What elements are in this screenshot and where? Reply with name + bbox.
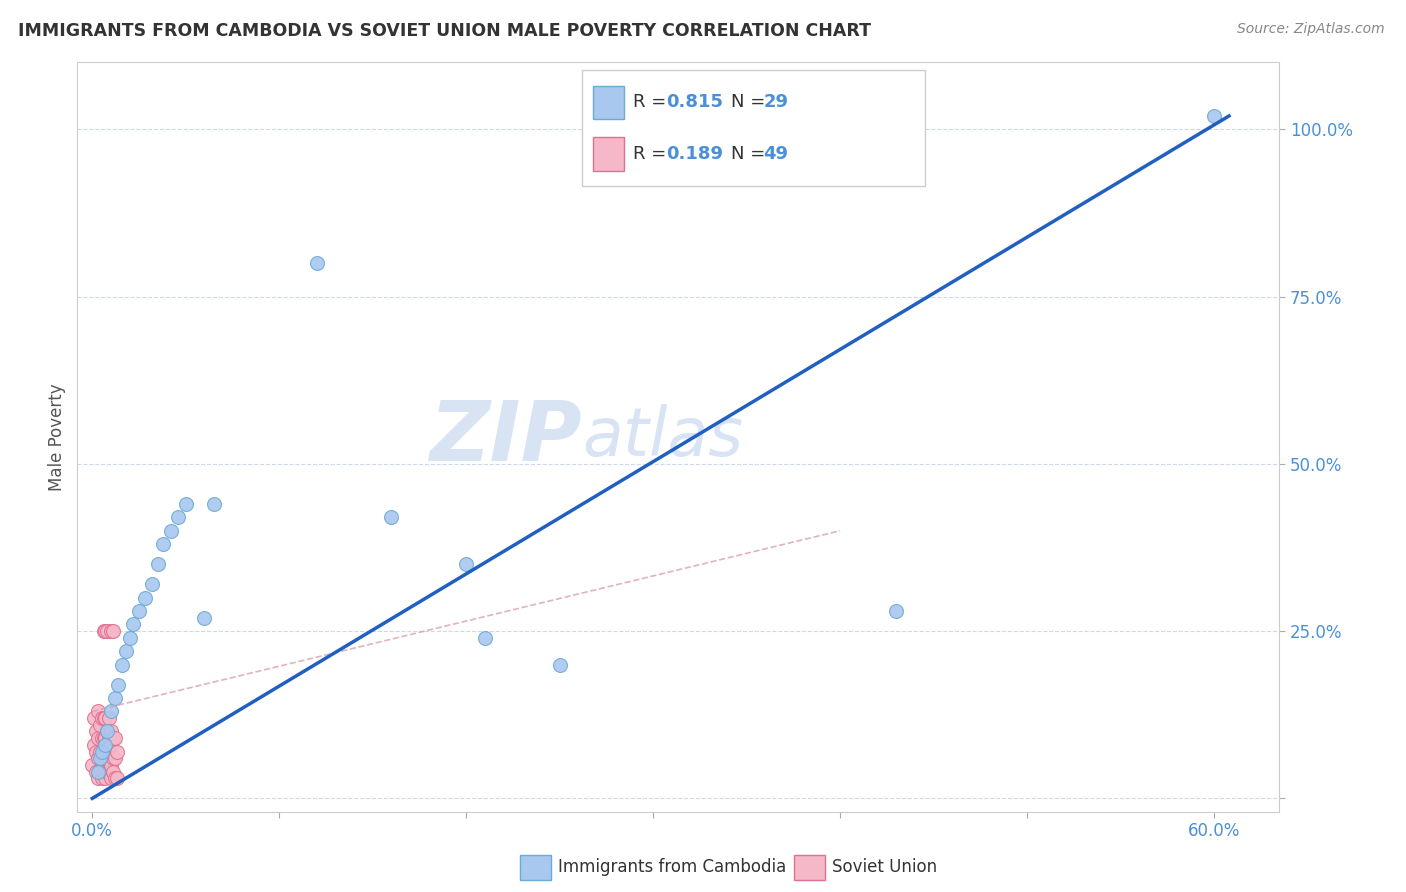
Point (380, 510, 402, 524)
Point (93, 744, 115, 758)
Point (167, 510, 190, 524)
Point (111, 657, 134, 672)
Text: Immigrants from Cambodia: Immigrants from Cambodia (558, 858, 786, 876)
Point (115, 644, 138, 658)
Point (89, 744, 111, 758)
Point (100, 771, 122, 786)
Point (456, 557, 478, 572)
Point (90, 731, 112, 746)
Point (94, 624, 117, 639)
Point (89, 764, 111, 779)
Point (159, 524, 181, 538)
Point (193, 611, 215, 625)
Point (100, 724, 122, 739)
Text: R =: R = (633, 145, 672, 162)
Point (84, 744, 107, 758)
Point (118, 631, 141, 645)
Point (87, 764, 110, 779)
Point (305, 256, 328, 270)
Point (98, 711, 121, 725)
Point (96, 624, 118, 639)
Point (141, 577, 163, 591)
Point (100, 705, 122, 719)
Point (101, 751, 124, 765)
Point (548, 657, 571, 672)
Point (98, 764, 121, 779)
Point (96, 724, 118, 739)
Point (202, 497, 225, 511)
Point (107, 678, 129, 692)
Text: atlas: atlas (582, 404, 744, 470)
Point (101, 764, 124, 779)
Point (90, 744, 112, 758)
Point (87, 771, 110, 786)
Point (83, 711, 105, 725)
Point (134, 591, 156, 605)
Point (128, 604, 150, 618)
Point (82, 758, 104, 772)
Point (101, 731, 124, 746)
Point (94, 751, 117, 765)
Point (93, 731, 115, 746)
Text: N =: N = (731, 94, 772, 112)
Point (93, 711, 115, 725)
Text: 29: 29 (763, 94, 789, 112)
Point (87, 731, 110, 746)
Text: ZIP: ZIP (430, 397, 582, 477)
Point (96, 744, 118, 758)
Point (100, 758, 122, 772)
Point (100, 738, 122, 752)
Text: Soviet Union: Soviet Union (832, 858, 938, 876)
Point (87, 705, 110, 719)
Point (84, 724, 107, 739)
Point (93, 624, 115, 639)
Point (884, 604, 907, 618)
Point (94, 711, 117, 725)
Point (105, 744, 128, 758)
Point (104, 771, 127, 786)
Point (152, 537, 174, 551)
Text: 49: 49 (763, 145, 789, 162)
Point (96, 724, 118, 739)
Text: IMMIGRANTS FROM CAMBODIA VS SOVIET UNION MALE POVERTY CORRELATION CHART: IMMIGRANTS FROM CAMBODIA VS SOVIET UNION… (18, 22, 872, 40)
Point (90, 751, 112, 765)
Point (94, 731, 117, 746)
Text: 0.815: 0.815 (666, 94, 724, 112)
Point (174, 497, 197, 511)
Point (83, 738, 105, 752)
Point (474, 631, 496, 645)
Text: R =: R = (633, 94, 672, 112)
Point (93, 764, 115, 779)
Text: 0.189: 0.189 (666, 145, 724, 162)
Y-axis label: Male Poverty: Male Poverty (48, 384, 66, 491)
Point (1202, 109, 1225, 123)
Point (104, 690, 127, 705)
Point (87, 751, 110, 765)
Point (84, 764, 107, 779)
Point (90, 771, 112, 786)
Point (104, 731, 127, 746)
Point (122, 617, 145, 632)
Point (146, 557, 169, 572)
Point (94, 738, 117, 752)
Point (96, 764, 118, 779)
Point (98, 751, 121, 765)
Text: Source: ZipAtlas.com: Source: ZipAtlas.com (1237, 22, 1385, 37)
Point (101, 624, 124, 639)
Point (104, 751, 127, 765)
Point (98, 731, 121, 746)
Point (105, 771, 128, 786)
Point (89, 751, 111, 765)
Point (89, 717, 111, 731)
Text: N =: N = (731, 145, 772, 162)
Point (94, 771, 117, 786)
Point (100, 624, 122, 639)
Point (90, 711, 112, 725)
